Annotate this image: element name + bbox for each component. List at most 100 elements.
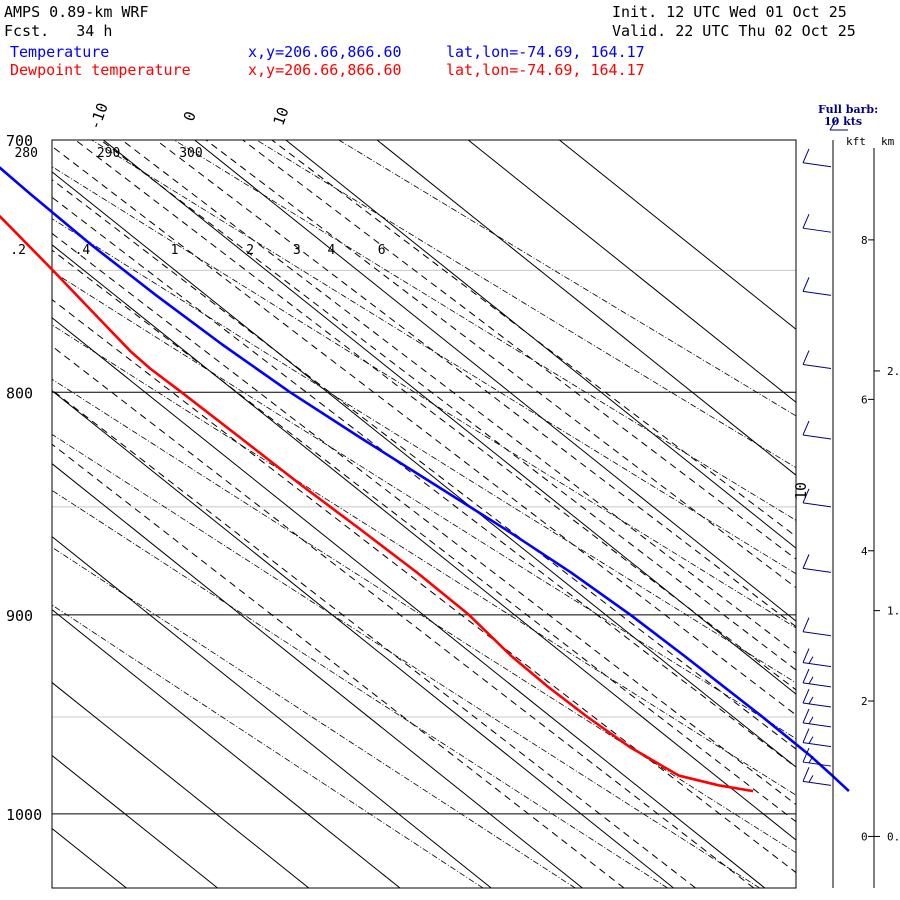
isotherm-label-right: 10 <box>792 482 810 500</box>
kft-unit-label: kft <box>846 135 866 148</box>
dry-adiabat-250 <box>52 324 796 796</box>
dewpoint-line <box>0 214 754 793</box>
mixing-ratio-label: 3 <box>293 243 301 258</box>
mixing-ratio-line <box>52 389 696 888</box>
wind-barb <box>802 742 832 748</box>
wind-barb-flag <box>802 747 810 763</box>
dry-adiabat-220 <box>52 489 668 888</box>
kft-label-8: 8 <box>861 234 868 247</box>
km-label-1.: 1. <box>887 605 900 618</box>
wind-barb-half <box>808 676 814 684</box>
isotherm-30 <box>467 140 796 403</box>
mixing-ratio-line <box>52 232 796 806</box>
isotherm-label: -10 <box>86 100 112 132</box>
wind-barb-flag <box>802 554 810 569</box>
wind-barb-flag <box>802 617 810 632</box>
wind-barb-half <box>808 775 814 783</box>
mixing-ratio-line <box>99 140 796 671</box>
dry-adiabat-270 <box>52 218 796 684</box>
pressure-label-800: 800 <box>6 384 33 402</box>
isotherm--80 <box>52 608 401 888</box>
wind-barb <box>802 567 832 573</box>
wind-barb-flag <box>802 668 810 684</box>
wind-barb <box>802 290 832 296</box>
wind-barb-flag <box>802 708 810 724</box>
valid-time: Valid. 22 UTC Thu 02 Oct 25 <box>612 22 856 40</box>
wind-barb <box>802 780 832 786</box>
dry-adiabat-210 <box>52 546 576 888</box>
init-time: Init. 12 UTC Wed 01 Oct 25 <box>612 3 847 21</box>
mixing-ratio-line <box>121 140 796 655</box>
mixing-ratio-label: .4 <box>75 243 91 258</box>
wind-barb-flag <box>802 488 810 504</box>
wind-barb <box>802 682 832 688</box>
xy-readout-dewpoint: x,y=206.66,866.60 <box>248 61 402 79</box>
dry-adiabat-200 <box>52 604 484 888</box>
wind-barb-flag <box>802 213 810 229</box>
barb-legend-line2: 10 kts <box>824 115 863 128</box>
kft-label-4: 4 <box>861 545 868 558</box>
dry-adiabat-290 <box>91 140 796 575</box>
wind-barb-half <box>808 736 814 744</box>
mixing-ratio-line <box>52 345 755 888</box>
km-unit-label: km <box>881 135 895 148</box>
mixing-ratio-label: .2 <box>10 243 26 258</box>
isotherm--10 <box>103 140 796 695</box>
wind-barb-flag <box>802 767 810 782</box>
legend-dewpoint: Dewpoint temperature <box>10 61 191 79</box>
wind-barb-flag <box>802 688 810 704</box>
isotherm-0 <box>194 140 796 622</box>
mixing-ratio-line <box>155 140 796 628</box>
mixing-ratio-line <box>52 145 796 716</box>
wind-barb <box>802 434 832 440</box>
adiabat-label-290: 290 <box>97 146 120 161</box>
wind-barb <box>802 722 832 728</box>
isotherm--60 <box>52 463 583 888</box>
mixing-ratio-label: 6 <box>378 243 386 258</box>
barb-legend-line1: Full barb: <box>818 103 879 116</box>
mixing-ratio-line <box>52 443 625 888</box>
wind-barb-flag <box>802 350 810 365</box>
wind-barb <box>802 761 832 767</box>
xy-readout-temperature: x,y=206.66,866.60 <box>248 43 402 61</box>
wind-barb-half <box>808 656 814 664</box>
pressure-label-1000: 1000 <box>6 806 42 824</box>
isotherm--50 <box>52 390 674 888</box>
mixing-ratio-line <box>52 196 796 768</box>
isotherm-40 <box>559 140 796 330</box>
barb-legend-tick <box>829 119 837 131</box>
km-label-2.: 2. <box>887 365 900 378</box>
wind-barb-flag <box>802 648 810 663</box>
wind-barb <box>802 227 832 233</box>
isotherm-label: 10 <box>270 105 293 128</box>
dry-adiabat-300 <box>173 140 796 521</box>
legend-temperature: Temperature <box>10 43 110 61</box>
mixing-ratio-label: 2 <box>246 243 254 258</box>
mixing-ratio-line <box>74 140 796 691</box>
plot-area <box>52 140 796 888</box>
kft-label-6: 6 <box>861 393 868 406</box>
wind-barb-half <box>808 716 814 724</box>
isotherm--20 <box>52 171 796 768</box>
wind-barb <box>802 502 832 508</box>
wind-barb-flag <box>802 148 810 163</box>
isotherm-20 <box>376 140 796 476</box>
isotherm--30 <box>52 244 796 841</box>
wind-barb <box>802 364 832 370</box>
isotherm-10 <box>285 140 796 549</box>
isotherm--70 <box>52 535 492 888</box>
mixing-ratio-label: 4 <box>327 243 335 258</box>
dry-adiabat-240 <box>52 378 796 854</box>
barb-legend: Full barb: 10 kts <box>818 104 878 128</box>
plot-frame <box>51 139 797 889</box>
isotherm--100 <box>52 754 218 888</box>
kft-label-2: 2 <box>861 695 868 708</box>
wind-barb <box>802 662 832 668</box>
temperature-line <box>0 166 850 793</box>
header: AMPS 0.89-km WRF Fcst. 34 h Init. 12 UTC… <box>0 0 900 90</box>
dry-adiabat-280 <box>52 166 796 629</box>
wind-barb-flag <box>802 277 810 292</box>
mixing-ratio-line <box>52 178 796 750</box>
wind-barb-half <box>808 696 814 705</box>
dry-adiabat-320 <box>338 140 796 417</box>
